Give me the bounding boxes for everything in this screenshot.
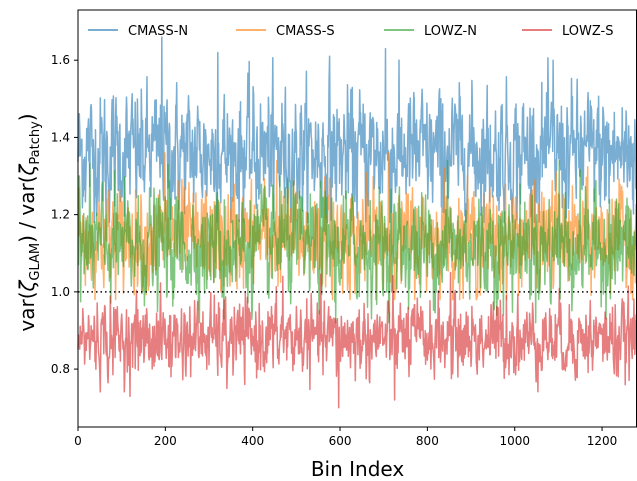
y-axis-label-zeta: ζ [15,279,39,292]
legend-label-lowz-s: LOWZ-S [562,24,614,39]
series-line-lowz-n [77,159,637,324]
legend-label-cmass-s: CMASS-S [276,24,335,39]
legend-label-lowz-n: LOWZ-N [424,24,477,39]
y-axis-label-patchy-sub: Patchy [28,121,43,165]
y-ticks: 0.8 1.0 1.2 1.4 1.6 [51,53,78,376]
y-axis-label-middle: ) / var( [15,175,39,242]
y-tick-label: 1.0 [51,285,70,299]
x-tick-label: 0 [74,434,82,448]
x-tick-label: 1000 [499,434,530,448]
series-layer [77,36,637,409]
y-axis-label: var(ζGLAM) / var(ζPatchy) [15,113,43,331]
legend: CMASS-N CMASS-S LOWZ-N LOWZ-S [88,24,614,39]
legend-label-cmass-n: CMASS-N [128,24,188,39]
series-line-lowz-s [77,271,637,409]
x-tick-label: 1200 [587,434,618,448]
x-axis-label: Bin Index [311,457,405,481]
y-tick-label: 1.6 [51,53,70,67]
y-axis-label-prefix: var( [15,291,39,331]
x-tick-label: 600 [329,434,352,448]
y-tick-label: 1.2 [51,208,70,222]
x-ticks: 0 200 400 600 800 1000 1200 [74,427,617,448]
y-axis-label-glam-sub: GLAM [28,243,43,281]
x-tick-label: 200 [154,434,177,448]
series-line-cmass-n [77,36,637,224]
x-tick-label: 400 [241,434,264,448]
y-axis-label-zeta-2: ζ [15,163,39,176]
x-tick-label: 800 [416,434,439,448]
y-tick-label: 0.8 [51,362,70,376]
y-tick-label: 1.4 [51,130,70,144]
y-axis-label-suffix: ) [15,113,39,121]
